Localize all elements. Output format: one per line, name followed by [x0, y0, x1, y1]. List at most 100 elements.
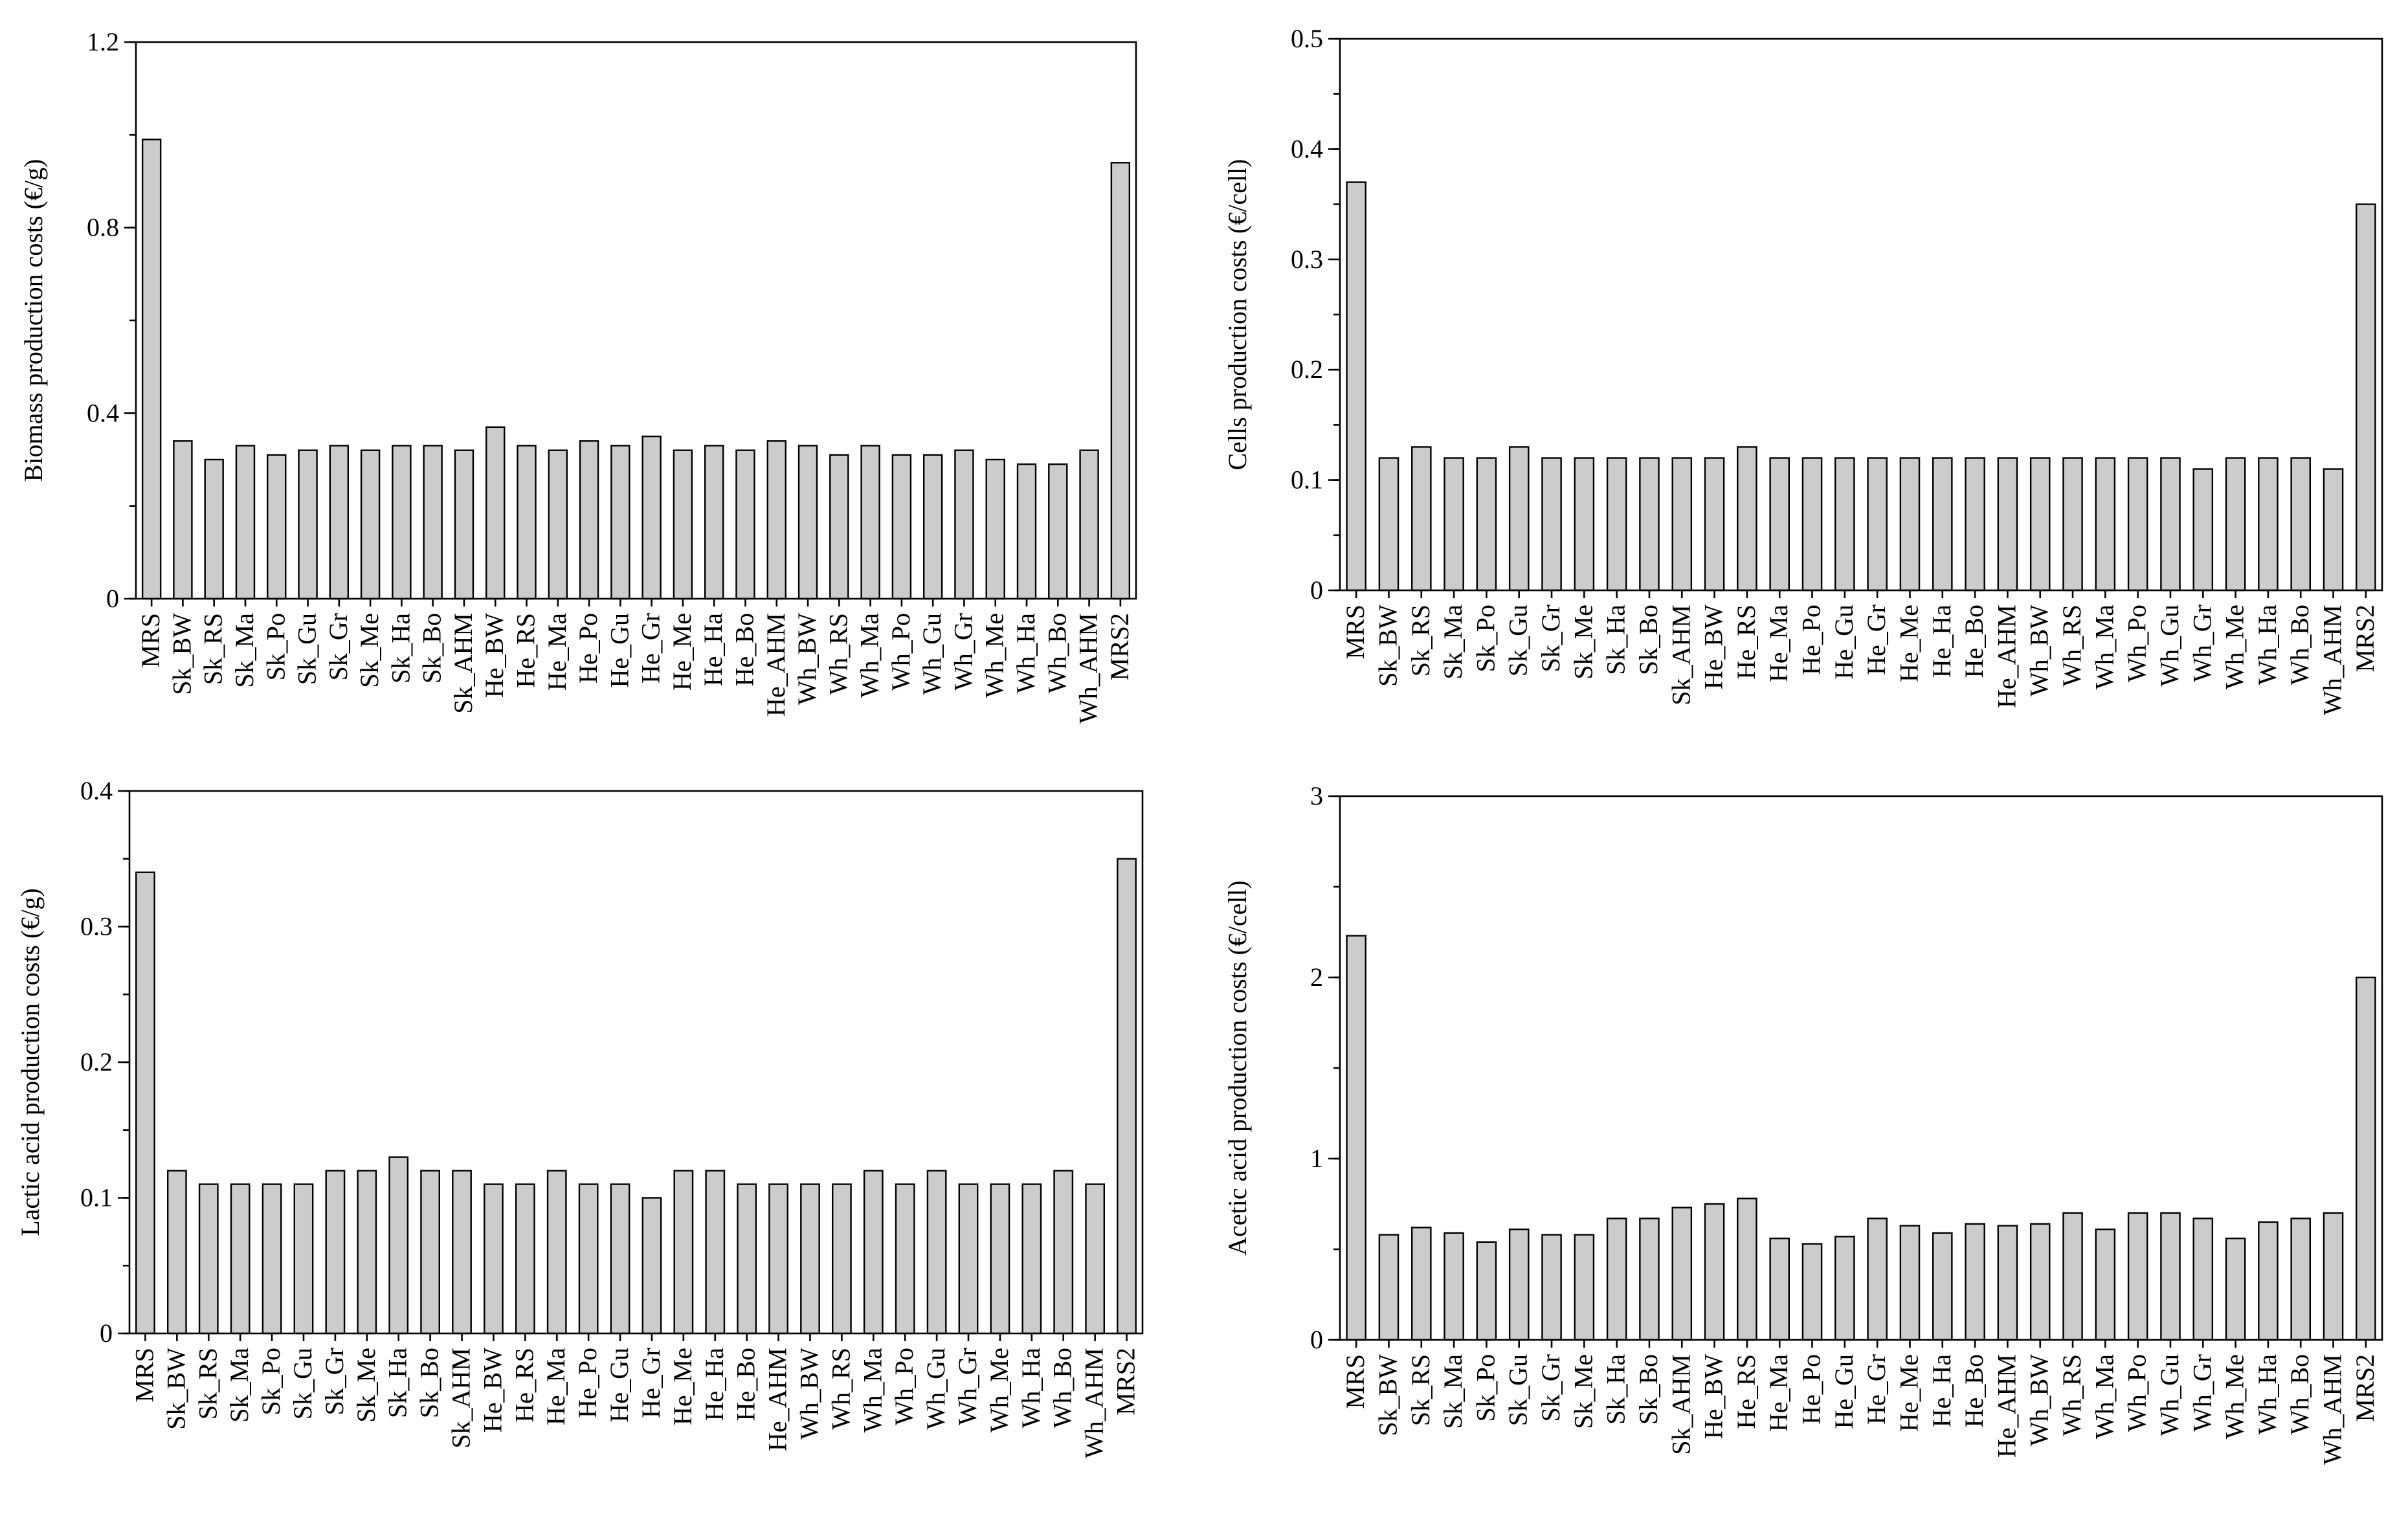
bar-he-ahm [766, 440, 786, 600]
bar-he-gr [1867, 457, 1888, 592]
x-tick-label-wh-me: Wh_Me [2220, 1354, 2249, 1439]
y-tick-label: 0.3 [80, 912, 113, 941]
x-tick-label-sk-me: Sk_Me [1568, 605, 1598, 680]
bar-sk-bo [1639, 1218, 1660, 1341]
bar-sk-bo [420, 1170, 440, 1335]
bar-sk-bw [173, 440, 193, 600]
bar-wh-gr [954, 449, 974, 600]
bar-sk-gu [1508, 446, 1530, 592]
x-tick-label-he-ahm: He_AHM [761, 613, 790, 717]
bar-he-gr [1867, 1218, 1888, 1341]
bar-wh-bo [1053, 1170, 1074, 1335]
bar-wh-gr [2192, 468, 2214, 592]
bar-he-po [1801, 1243, 1823, 1341]
x-tick-label-he-gr: He_Gr [1862, 1354, 1891, 1425]
x-tick-label-sk-me: Sk_Me [1568, 1354, 1598, 1429]
bar-he-me [1899, 1225, 1921, 1341]
bar-he-bo [737, 1183, 757, 1335]
x-tick-label-sk-ma: Sk_Ma [1438, 1354, 1467, 1429]
bar-he-ha [1932, 1232, 1953, 1341]
x-tick-label-wh-bw: Wh_BW [792, 613, 821, 705]
x-tick-label-he-ahm: He_AHM [1992, 605, 2021, 708]
x-tick-label-he-rs: He_RS [1732, 1354, 1761, 1429]
x-tick-label-he-po: He_Po [573, 1348, 602, 1418]
bar-sk-me [1574, 1234, 1595, 1341]
bar-mrs [1346, 935, 1366, 1341]
x-tick-label-sk-gu: Sk_Gu [1504, 605, 1533, 676]
bar-sk-gu [1508, 1228, 1530, 1341]
bar-wh-po [895, 1183, 915, 1335]
bar-he-gr [641, 1197, 662, 1335]
x-tick-label-mrs: MRS [1341, 1354, 1370, 1409]
bar-wh-bw [800, 1183, 820, 1335]
y-tick-label: 0 [106, 584, 119, 613]
x-tick-label-sk-ha: Sk_Ha [386, 613, 415, 684]
x-tick-label-wh-gu: Wh_Gu [917, 613, 946, 695]
bar-wh-gr [958, 1183, 979, 1335]
bar-wh-rs [2062, 457, 2083, 592]
x-tick-label-he-gu: He_Gu [1829, 1354, 1858, 1429]
x-tick-label-wh-gu: Wh_Gu [2155, 1354, 2184, 1436]
x-tick-label-he-me: He_Me [667, 613, 697, 691]
x-tick-label-sk-ahm: Sk_AHM [449, 613, 478, 714]
x-tick-label-he-ma: He_Ma [542, 613, 572, 691]
bar-wh-bo [2290, 457, 2312, 592]
x-tick-label-wh-ha: Wh_Ha [1011, 613, 1040, 694]
y-tick-label: 0.2 [1291, 355, 1323, 384]
bar-he-rs [515, 1183, 535, 1335]
bar-sk-ahm [452, 1170, 472, 1335]
x-tick-label-he-gu: He_Gu [605, 1348, 634, 1423]
x-tick-label-he-bo: He_Bo [730, 613, 759, 686]
x-tick-label-mrs2: MRS2 [2350, 605, 2380, 673]
x-tick-label-wh-ha: Wh_Ha [2253, 1354, 2282, 1435]
x-tick-label-mrs2: MRS2 [1105, 613, 1134, 681]
x-tick-label-sk-ha: Sk_Ha [1601, 1354, 1631, 1425]
x-tick-label-wh-gr: Wh_Gr [953, 1348, 982, 1425]
x-tick-label-mrs: MRS [129, 1348, 159, 1403]
x-tick-label-wh-po: Wh_Po [886, 613, 915, 691]
bar-sk-rs [1410, 446, 1432, 592]
bar-wh-gu [922, 454, 943, 600]
bar-wh-ma [2095, 1228, 2116, 1341]
bar-sk-ahm [1671, 1207, 1693, 1341]
bar-wh-me [2225, 457, 2246, 592]
x-tick-label-he-po: He_Po [574, 613, 603, 684]
x-tick-label-he-ma: He_Ma [541, 1348, 570, 1425]
y-axis-label: Cells production costs (€/cell) [1223, 159, 1252, 470]
x-tick-label-sk-gu: Sk_Gu [1504, 1354, 1533, 1426]
x-tick-label-wh-ahm: Wh_AHM [2318, 605, 2347, 715]
x-tick-label-sk-bw: Sk_BW [1373, 605, 1402, 687]
x-tick-label-wh-rs: Wh_RS [826, 1348, 855, 1430]
bar-wh-ma [860, 445, 880, 600]
x-tick-label-sk-rs: Sk_RS [199, 613, 228, 685]
x-tick-label-wh-bo: Wh_Bo [2285, 1354, 2314, 1434]
bar-he-rs [1737, 446, 1757, 592]
bar-wh-bw [2029, 1223, 2051, 1341]
bar-wh-ma [2095, 457, 2116, 592]
bar-he-ma [548, 449, 568, 600]
bar-wh-ha [1021, 1183, 1042, 1335]
bar-sk-ha [1606, 457, 1627, 592]
x-tick-label-he-rs: He_RS [1732, 605, 1761, 680]
bar-sk-gr [329, 445, 350, 600]
x-tick-label-sk-rs: Sk_RS [1406, 605, 1435, 676]
bar-wh-po [2127, 1212, 2148, 1341]
x-tick-label-sk-gu: Sk_Gu [293, 613, 322, 685]
bar-wh-ha [1016, 463, 1037, 600]
x-tick-label-wh-gu: Wh_Gu [921, 1348, 950, 1430]
x-tick-label-sk-bo: Sk_Bo [1634, 1354, 1663, 1425]
bar-he-me [1899, 457, 1921, 592]
x-tick-label-mrs: MRS [1341, 605, 1370, 660]
x-tick-label-sk-ha: Sk_Ha [1601, 605, 1631, 675]
x-tick-label-he-me: He_Me [668, 1348, 697, 1425]
bar-wh-bo [2290, 1218, 2312, 1341]
bar-he-gu [610, 445, 630, 600]
x-tick-label-wh-bo: Wh_Bo [1048, 1348, 1077, 1428]
bar-mrs2 [2356, 976, 2376, 1341]
bar-sk-gu [293, 1183, 314, 1335]
x-tick-label-he-bo: He_Bo [731, 1348, 761, 1421]
bar-wh-gu [926, 1170, 947, 1335]
x-tick-label-mrs2: MRS2 [1111, 1348, 1141, 1416]
